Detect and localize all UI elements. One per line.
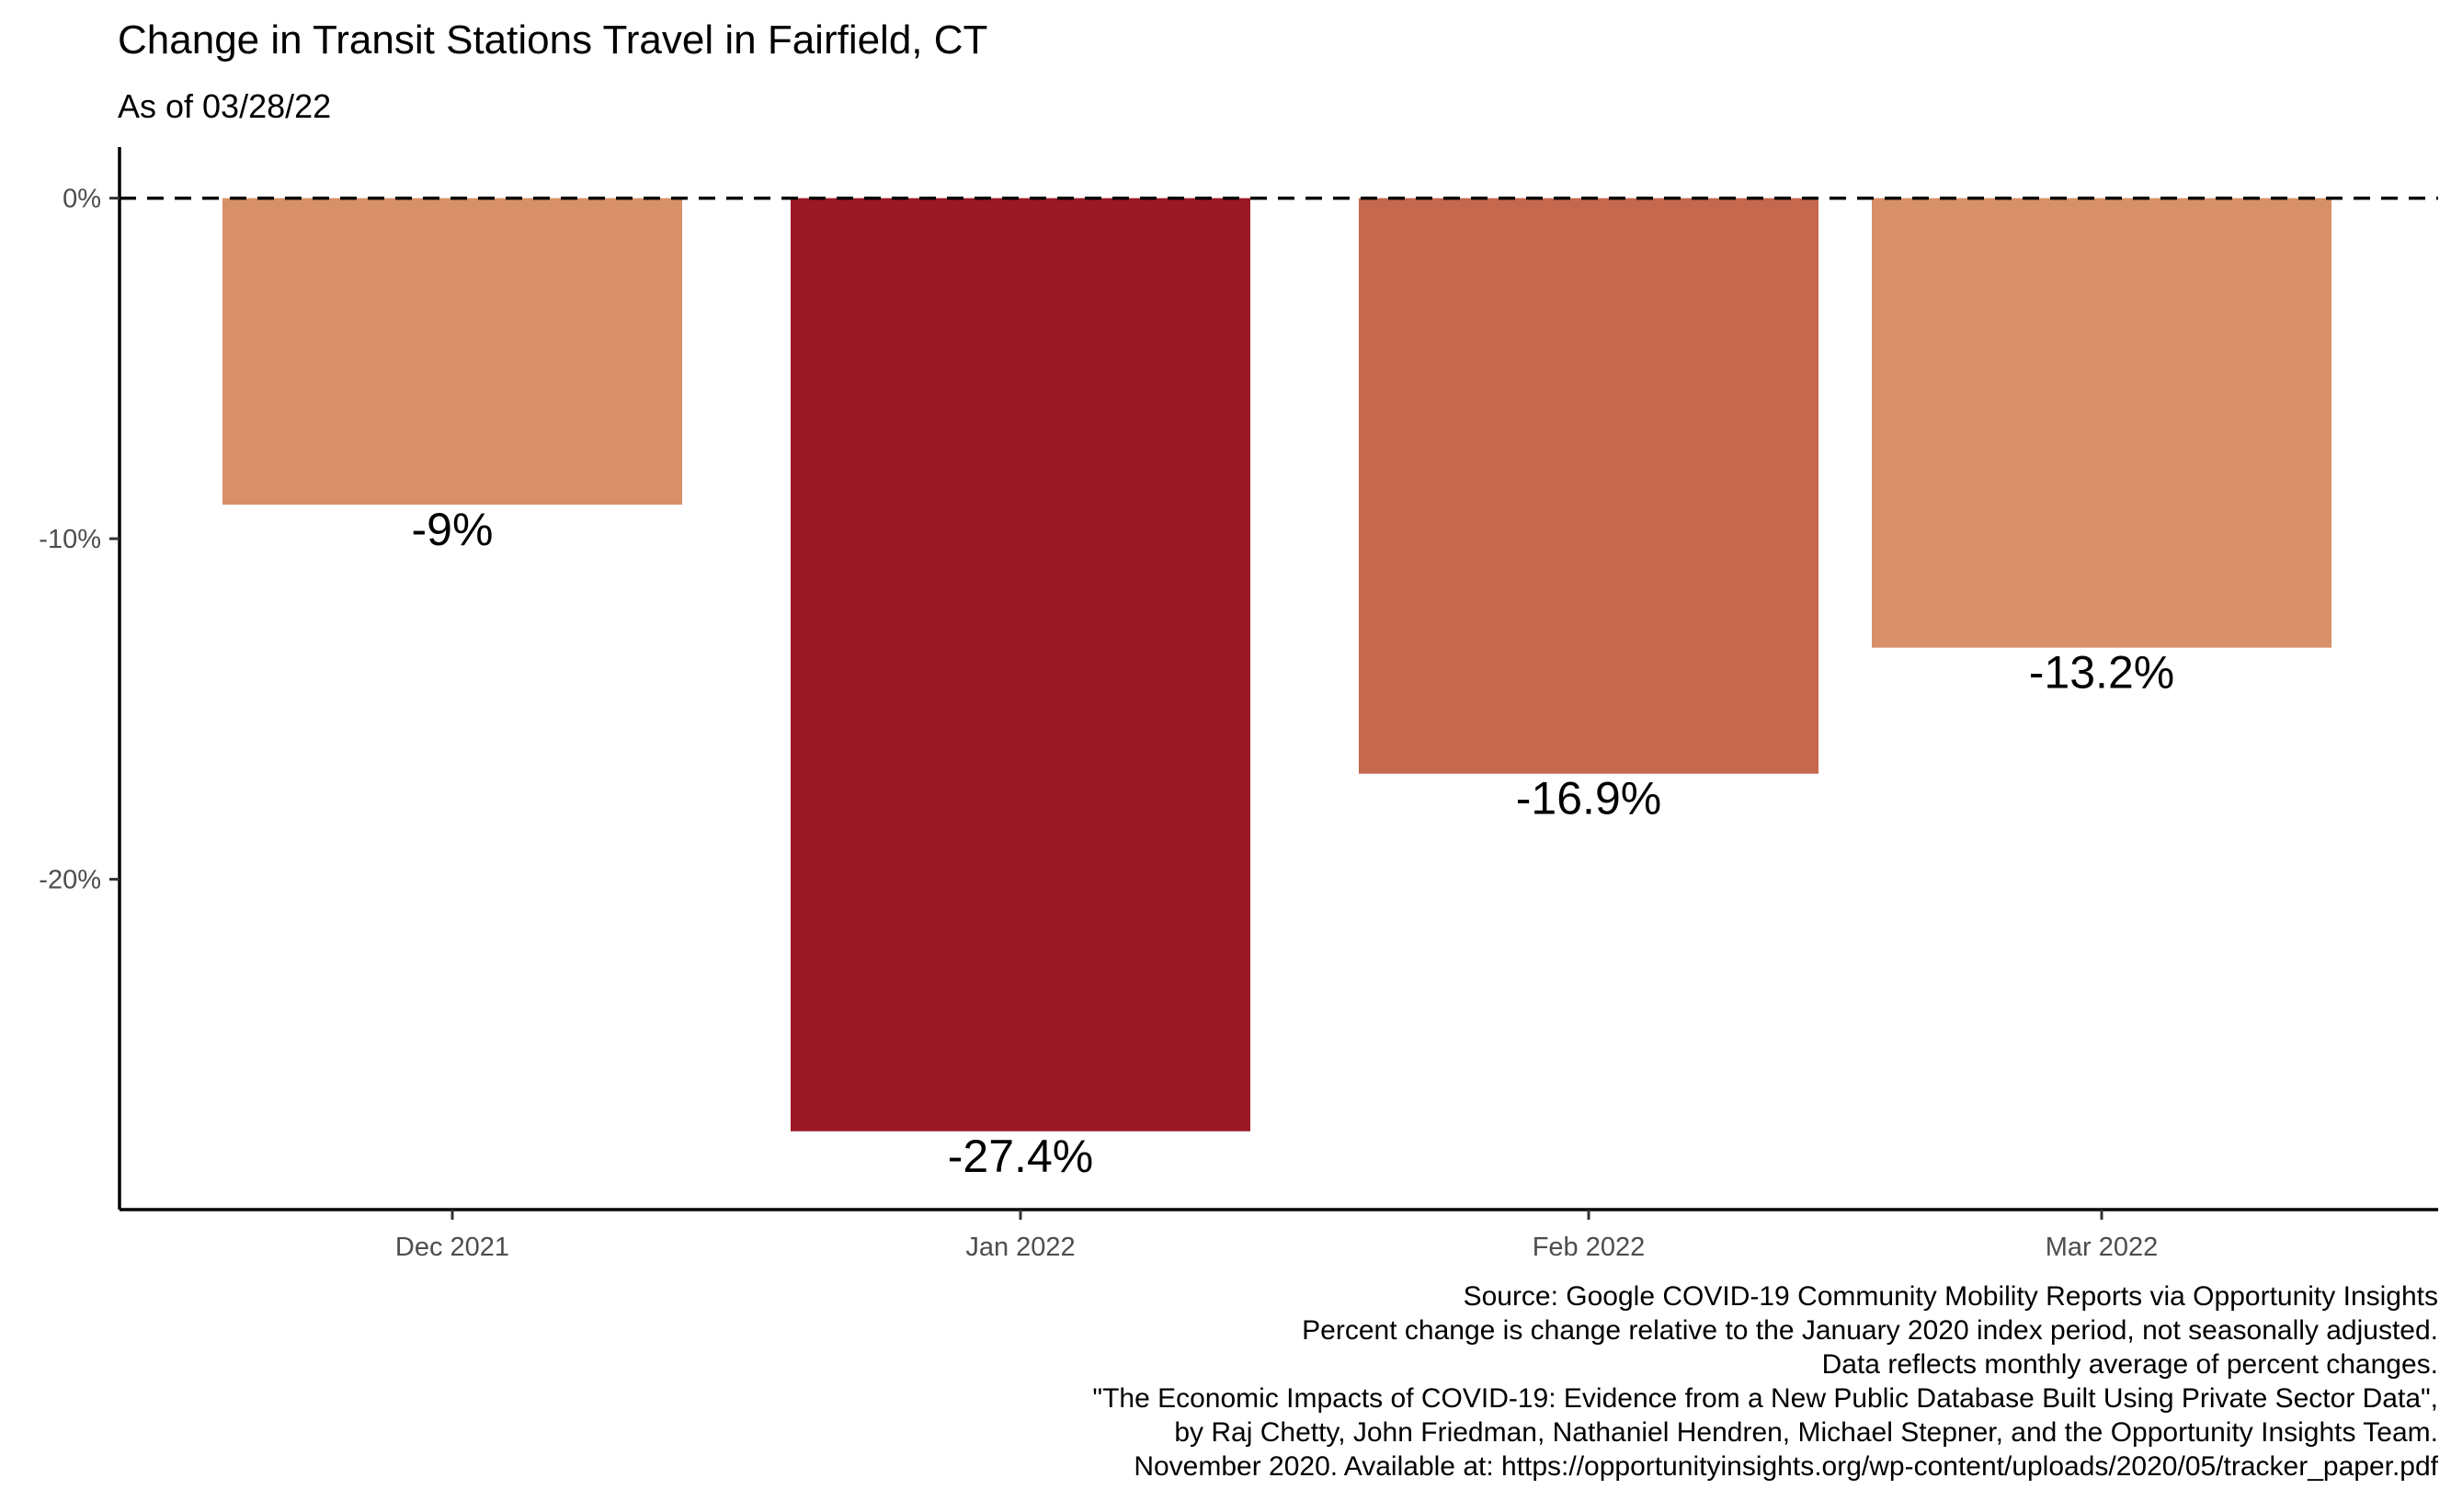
x-tick-label: Dec 2021	[395, 1233, 509, 1262]
x-tick-label: Jan 2022	[965, 1233, 1075, 1262]
x-axis-ticks: Dec 2021 Jan 2022 Feb 2022 Mar 2022	[395, 1210, 2158, 1262]
chart-title: Change in Transit Stations Travel in Fai…	[118, 17, 987, 63]
x-tick-label: Mar 2022	[2046, 1233, 2159, 1262]
caption-line: Percent change is change relative to the…	[1302, 1315, 2438, 1346]
bar-jan-2022	[791, 198, 1250, 1131]
data-label: -9%	[412, 504, 494, 555]
bar-mar-2022	[1872, 198, 2331, 648]
chart-subtitle: As of 03/28/22	[118, 87, 331, 125]
y-tick-label: -10%	[39, 525, 101, 554]
caption-line: Source: Google COVID-19 Community Mobili…	[1464, 1281, 2438, 1312]
bars-group	[222, 198, 2331, 1131]
caption-line: November 2020. Available at: https://opp…	[1134, 1451, 2438, 1482]
data-label: -16.9%	[1516, 773, 1661, 824]
bar-dec-2021	[222, 198, 682, 506]
caption-line: Data reflects monthly average of percent…	[1822, 1349, 2438, 1380]
x-tick-label: Feb 2022	[1533, 1233, 1646, 1262]
y-tick-label: -20%	[39, 866, 101, 895]
bar-feb-2022	[1359, 198, 1818, 774]
caption-line: by Raj Chetty, John Friedman, Nathaniel …	[1174, 1417, 2438, 1448]
caption: Source: Google COVID-19 Community Mobili…	[1092, 1281, 2438, 1482]
data-label: -27.4%	[948, 1131, 1093, 1182]
y-tick-label: 0%	[63, 185, 101, 214]
caption-line: "The Economic Impacts of COVID-19: Evide…	[1092, 1383, 2438, 1414]
y-axis-ticks: 0% -10% -20%	[39, 185, 120, 895]
data-labels-group: -9% -27.4% -16.9% -13.2%	[412, 504, 2175, 1182]
data-label: -13.2%	[2029, 647, 2174, 699]
